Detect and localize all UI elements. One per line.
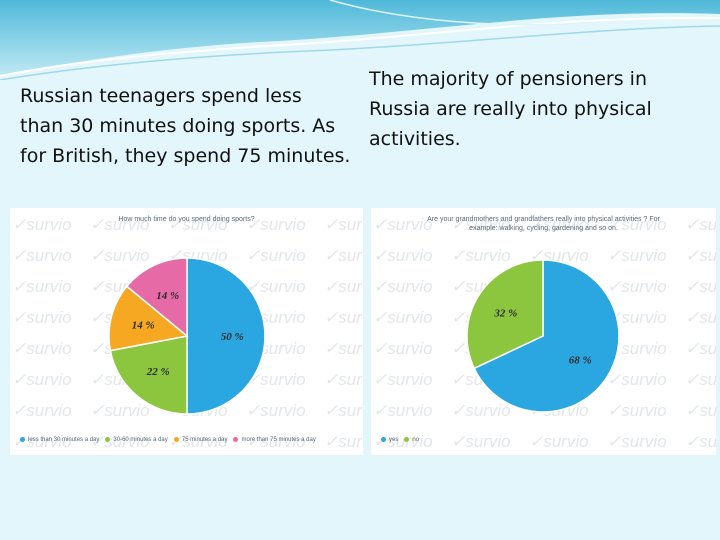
legend-item: less than 30 minutes a day	[20, 437, 99, 443]
right-caption-line: activities.	[369, 124, 652, 154]
legend-item: more than 75 minutes a day	[233, 437, 315, 443]
grandparents-activity-chart-panel: ✓survio✓survio✓survio✓survio✓survio✓surv…	[371, 208, 716, 455]
slice-label: 14 %	[156, 290, 179, 302]
legend-swatch	[233, 437, 238, 442]
slice-label: 22 %	[146, 366, 170, 378]
pie-chart: 50 % 22 % 14 % 14 %	[10, 208, 363, 455]
left-caption-line: for British, they spend 75 minutes.	[20, 141, 350, 171]
slice-label: 32 %	[493, 307, 517, 319]
legend-label: 75 minutes a day	[182, 437, 228, 443]
sports-time-chart-panel: ✓survio ✓survio ✓survio ✓survio ✓survio ✓surv…	[10, 208, 363, 455]
legend-label: 30-60 minutes a day	[113, 437, 167, 443]
legend-label: less than 30 minutes a day	[28, 437, 99, 443]
legend-item: 75 minutes a day	[174, 437, 228, 443]
legend-label: more than 75 minutes a day	[241, 437, 315, 443]
legend-swatch	[404, 437, 409, 442]
right-caption: The majority of pensioners in Russia are…	[369, 64, 652, 154]
slice-label: 50 %	[221, 331, 244, 343]
pie-chart: 68 % 32 %	[371, 208, 716, 455]
slice-label: 14 %	[132, 320, 155, 332]
legend-item: 30-60 minutes a day	[105, 437, 167, 443]
right-caption-line: Russia are really into physical	[369, 94, 652, 124]
legend-swatch	[174, 437, 179, 442]
legend-label: yes	[389, 437, 398, 443]
chart-legend: yes no	[381, 437, 425, 443]
left-caption-line: Russian teenagers spend less	[20, 81, 350, 111]
chart-legend: less than 30 minutes a day 30-60 minutes …	[20, 437, 322, 443]
legend-swatch	[105, 437, 110, 442]
slice-label: 68 %	[569, 355, 592, 367]
left-caption-line: than 30 minutes doing sports. As	[20, 111, 350, 141]
right-caption-line: The majority of pensioners in	[369, 64, 652, 94]
legend-swatch	[381, 437, 386, 442]
legend-item: yes	[381, 437, 398, 443]
legend-label: no	[412, 437, 419, 443]
legend-item: no	[404, 437, 419, 443]
left-caption: Russian teenagers spend less than 30 min…	[20, 81, 350, 171]
legend-swatch	[20, 437, 25, 442]
